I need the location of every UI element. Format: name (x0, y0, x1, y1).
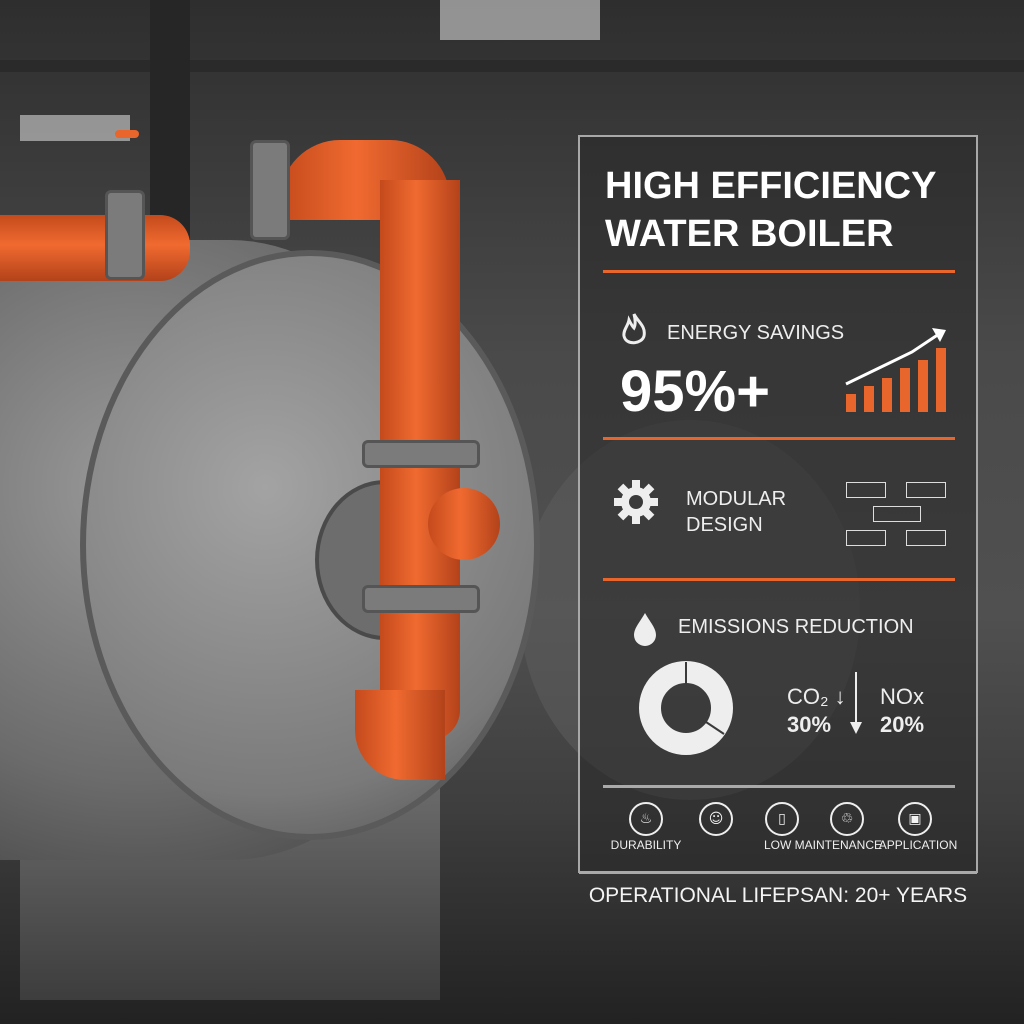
feature-label: LOW MAINTENANCE (764, 838, 883, 852)
feature-label: DURABILITY (610, 838, 682, 852)
label-line: MODULAR (686, 488, 787, 510)
energy-savings-label: ENERGY SAVINGS (667, 322, 845, 344)
badge-icon: ☺ (699, 802, 733, 836)
pipe-flange (105, 190, 145, 280)
rising-bar-chart-icon (845, 328, 946, 412)
skylight (440, 0, 600, 40)
diagram-box (906, 530, 946, 546)
flame-icon (622, 313, 646, 345)
co2-label: CO₂ (787, 684, 829, 709)
pipe-lower-elbow (355, 690, 445, 780)
nox-reduction: NOx 20% (880, 683, 924, 739)
feature-label: APPLICATION (878, 838, 958, 852)
durability-icon: ♨ (629, 802, 663, 836)
pipe-flange (250, 140, 290, 240)
recycle-icon: ♲ (830, 802, 864, 836)
horizontal-pipe (0, 215, 190, 281)
divider (579, 871, 977, 874)
emissions-label: EMISSIONS REDUCTION (678, 616, 914, 638)
divider (603, 437, 955, 440)
valve-handwheel (115, 130, 139, 138)
pipe-flange (362, 585, 480, 613)
page-title: HIGH EFFICIENCY WATER BOILER (605, 162, 965, 258)
donut-chart-icon (639, 661, 733, 755)
title-line: WATER BOILER (605, 213, 894, 255)
beam (0, 60, 1024, 72)
down-arrow-icon (850, 672, 862, 734)
diagram-box (846, 530, 886, 546)
nox-value: 20% (880, 712, 925, 737)
divider (603, 785, 955, 788)
lifespan-footer: OPERATIONAL LIFEPSAN: 20+ YEARS (588, 884, 968, 907)
pipe-valve-fitting (428, 488, 500, 560)
title-line: HIGH EFFICIENCY (605, 165, 937, 207)
energy-savings-value: 95%+ (620, 359, 770, 424)
pipe-flange (362, 440, 480, 468)
skylight (20, 115, 130, 141)
diagram-box (846, 482, 886, 498)
document-icon: ▯ (765, 802, 799, 836)
application-icon: ▣ (898, 802, 932, 836)
divider (603, 578, 955, 581)
diagram-box (906, 482, 946, 498)
gear-icon (614, 480, 658, 524)
nox-label: NOx (880, 684, 924, 709)
water-drop-icon (634, 613, 656, 646)
diagram-box (873, 506, 921, 522)
divider (603, 270, 955, 273)
label-line: DESIGN (686, 514, 763, 536)
co2-reduction: CO₂ ↓ 30% (787, 684, 846, 737)
co2-value: 30% (787, 712, 832, 737)
modular-design-label: MODULAR DESIGN (686, 486, 786, 538)
